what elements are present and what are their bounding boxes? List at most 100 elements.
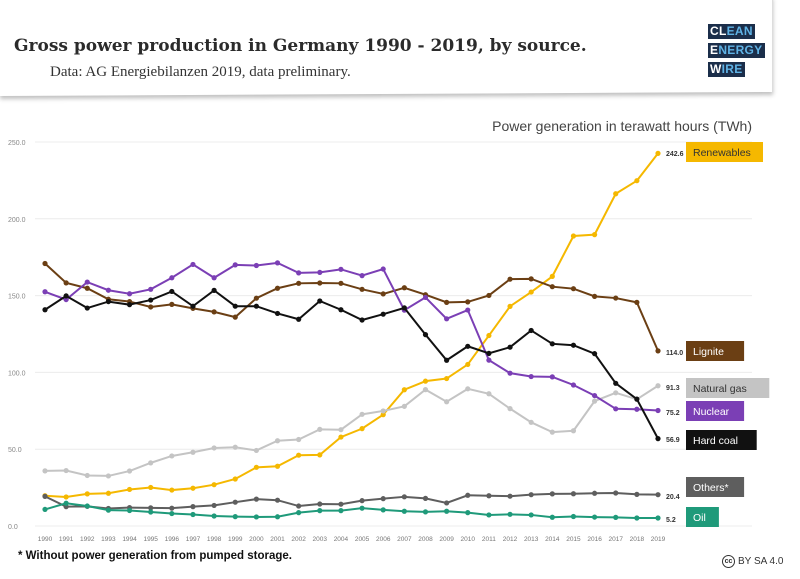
legend-box-natural-gas	[686, 378, 770, 398]
data-point-oil	[338, 508, 344, 514]
data-point-lignite	[465, 299, 471, 305]
end-value-hard-coal: 56.9	[666, 437, 680, 444]
data-point-others	[401, 494, 407, 500]
data-point-oil	[317, 508, 323, 514]
data-point-nuclear	[507, 370, 513, 376]
data-point-natural-gas	[507, 406, 513, 412]
data-point-lignite	[634, 299, 640, 305]
data-point-hard-coal	[232, 303, 238, 309]
data-point-oil	[591, 514, 598, 520]
data-point-renewables	[634, 178, 640, 184]
data-point-renewables	[549, 273, 555, 279]
logo-line: CLEAN	[708, 24, 755, 39]
data-point-others	[190, 504, 196, 510]
data-point-others	[380, 496, 386, 502]
legend-label-renewables: Renewables	[693, 147, 751, 159]
data-point-hard-coal	[148, 297, 154, 303]
data-point-lignite	[444, 299, 450, 305]
data-point-nuclear	[232, 262, 238, 268]
x-tick-label: 1998	[207, 536, 222, 543]
data-point-nuclear	[190, 261, 196, 268]
data-point-natural-gas	[570, 428, 577, 434]
end-value-others: 20.4	[666, 494, 680, 501]
data-point-lignite	[253, 295, 259, 301]
data-point-hard-coal	[380, 311, 386, 317]
data-point-natural-gas	[486, 391, 492, 397]
y-tick-label: 100.0	[8, 370, 26, 377]
data-point-natural-gas	[63, 467, 69, 474]
data-point-others	[317, 501, 323, 507]
data-point-hard-coal	[528, 327, 534, 334]
data-point-hard-coal	[190, 303, 196, 309]
data-point-oil	[211, 513, 217, 519]
data-point-natural-gas	[359, 411, 365, 417]
end-value-renewables: 242.6	[666, 151, 684, 158]
data-point-nuclear	[465, 307, 471, 313]
data-point-lignite	[528, 276, 534, 282]
data-point-oil	[169, 510, 175, 517]
data-point-renewables	[507, 303, 513, 309]
data-point-natural-gas	[591, 398, 598, 404]
data-point-renewables	[380, 412, 386, 418]
data-point-natural-gas	[613, 390, 619, 396]
series-line-hard-coal	[44, 289, 659, 440]
data-point-oil	[232, 514, 238, 520]
x-tick-label: 1996	[165, 536, 180, 543]
data-point-nuclear	[422, 294, 429, 301]
data-point-oil	[401, 508, 407, 514]
data-point-hard-coal	[63, 293, 69, 299]
data-point-others	[42, 493, 48, 499]
data-point-hard-coal	[84, 305, 90, 311]
data-point-hard-coal	[549, 341, 555, 347]
x-tick-label: 2010	[461, 536, 476, 543]
chart-title: Power generation in terawatt hours (TWh)	[492, 118, 752, 134]
legend-label-others: Others*	[693, 482, 729, 494]
data-point-others	[549, 491, 555, 497]
data-point-natural-gas	[274, 438, 281, 444]
data-point-lignite	[359, 286, 365, 292]
x-tick-label: 2016	[587, 536, 602, 543]
x-tick-label: 2012	[503, 536, 518, 543]
data-point-natural-gas	[296, 436, 302, 443]
series-line-renewables	[44, 152, 659, 498]
data-point-others	[253, 496, 259, 502]
page-subtitle: Data: AG Energiebilanzen 2019, data prel…	[50, 64, 351, 80]
data-point-oil	[105, 507, 112, 513]
data-point-renewables	[148, 484, 154, 491]
data-point-renewables	[84, 491, 90, 497]
data-point-renewables	[422, 378, 429, 384]
data-point-renewables	[232, 476, 238, 482]
logo-line: WIRE	[708, 62, 745, 77]
data-point-oil	[359, 505, 365, 511]
y-tick-label: 150.0	[8, 294, 26, 301]
data-point-others	[570, 491, 577, 497]
data-point-nuclear	[549, 374, 555, 380]
data-point-renewables	[211, 482, 217, 488]
data-point-renewables	[444, 375, 450, 382]
data-point-oil	[655, 515, 661, 521]
data-point-others	[634, 491, 640, 497]
x-tick-label: 2002	[291, 536, 306, 543]
data-point-others	[444, 500, 450, 506]
data-point-hard-coal	[253, 303, 259, 309]
data-point-renewables	[63, 494, 69, 500]
end-value-natural-gas: 91.3	[666, 385, 680, 392]
data-point-hard-coal	[634, 396, 640, 402]
x-tick-label: 1991	[59, 536, 74, 543]
data-point-oil	[444, 508, 450, 514]
data-point-oil	[148, 509, 154, 515]
data-point-hard-coal	[591, 351, 598, 357]
data-point-nuclear	[444, 316, 450, 322]
data-point-oil	[296, 510, 302, 516]
data-point-renewables	[401, 387, 407, 393]
data-point-others	[465, 492, 471, 498]
data-point-others	[359, 498, 365, 504]
x-tick-label: 2015	[566, 536, 581, 543]
data-point-others	[338, 501, 344, 507]
data-point-renewables	[296, 452, 302, 458]
x-tick-label: 2013	[524, 536, 539, 543]
data-point-oil	[570, 513, 577, 520]
data-point-lignite	[401, 285, 407, 291]
data-point-nuclear	[211, 275, 217, 281]
data-point-hard-coal	[274, 310, 281, 317]
